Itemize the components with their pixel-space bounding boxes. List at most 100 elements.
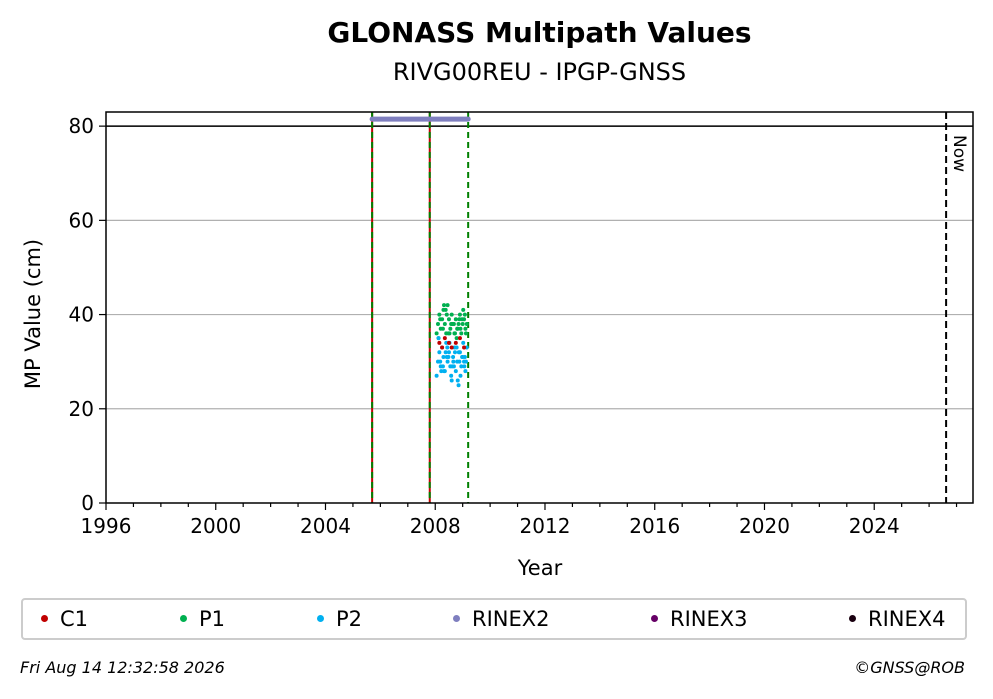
- point-p2: [451, 364, 456, 369]
- legend: C1 P1 P2 RINEX2 RINEX3 RINEX4: [21, 598, 967, 640]
- vertical-marker-lines: [371, 112, 948, 503]
- legend-label-rinex2: RINEX2: [472, 607, 550, 631]
- point-p2: [437, 350, 442, 355]
- point-p2: [457, 359, 462, 364]
- point-p2: [460, 354, 465, 359]
- legend-item-c1: C1: [41, 606, 88, 632]
- legend-marker-rinex3: [651, 614, 658, 622]
- point-p1: [454, 336, 459, 341]
- x-tick-label: 2016: [629, 514, 680, 538]
- chart-subtitle: RIVG00REU - IPGP-GNSS: [392, 58, 687, 86]
- point-p1: [461, 307, 466, 312]
- now-label: Now: [949, 135, 969, 172]
- y-tick-label: 60: [69, 208, 94, 232]
- legend-item-p1: P1: [180, 606, 225, 632]
- point-p1: [464, 321, 469, 326]
- point-p1: [445, 303, 450, 308]
- legend-label-p2: P2: [336, 607, 363, 631]
- point-p1: [457, 312, 462, 317]
- point-p1: [455, 326, 460, 331]
- x-tick-label: 2020: [739, 514, 790, 538]
- point-p1: [435, 321, 440, 326]
- point-p2: [443, 350, 448, 355]
- point-c1: [437, 340, 442, 345]
- point-c1: [440, 345, 445, 350]
- footer-copyright: ©GNSS@ROB: [854, 658, 965, 677]
- point-c1: [449, 345, 454, 350]
- legend-label-rinex3: RINEX3: [670, 607, 748, 631]
- point-p1: [460, 317, 465, 322]
- legend-label-c1: C1: [60, 607, 89, 631]
- point-p2: [449, 378, 454, 383]
- point-p2: [455, 378, 460, 383]
- point-p2: [463, 359, 468, 364]
- point-c1: [442, 336, 447, 341]
- point-p1: [434, 331, 439, 336]
- point-p2: [438, 359, 443, 364]
- y-tick-label: 0: [81, 491, 94, 515]
- point-c1: [457, 336, 462, 341]
- footer-timestamp: Fri Aug 14 12:32:58 2026: [20, 658, 225, 677]
- x-tick-label: 2012: [520, 514, 571, 538]
- legend-label-rinex4: RINEX4: [868, 607, 946, 631]
- point-p2: [462, 364, 467, 369]
- x-axis-label: Year: [517, 556, 563, 580]
- legend-item-p2: P2: [317, 606, 362, 632]
- y-axis-label: MP Value (cm): [21, 239, 45, 389]
- x-tick-label: 2024: [849, 514, 900, 538]
- point-p2: [440, 364, 445, 369]
- point-p1: [458, 326, 463, 331]
- point-p2: [451, 354, 456, 359]
- point-p1: [437, 312, 442, 317]
- point-p1: [443, 307, 448, 312]
- point-p1: [447, 331, 452, 336]
- legend-marker-rinex4: [849, 614, 856, 622]
- legend-marker-p1: [180, 614, 187, 622]
- point-c1: [462, 345, 467, 350]
- point-p1: [442, 321, 447, 326]
- point-p2: [445, 345, 450, 350]
- point-p1: [456, 321, 461, 326]
- point-p1: [444, 312, 449, 317]
- point-p2: [456, 383, 461, 388]
- data-points: [369, 116, 471, 388]
- y-tick-label: 80: [69, 114, 94, 138]
- x-tick-label: 1996: [81, 514, 132, 538]
- point-c1: [453, 340, 458, 345]
- point-p1: [452, 331, 457, 336]
- point-p2: [452, 350, 457, 355]
- point-p2: [459, 364, 464, 369]
- point-p2: [444, 340, 449, 345]
- point-p2: [441, 354, 446, 359]
- axis-ticks: 1996 2000 2004 2008 2012 2016 2020 2024 0 20 40 60 8…: [69, 114, 958, 538]
- point-p2: [453, 369, 458, 374]
- point-p1: [446, 317, 451, 322]
- point-p1: [463, 331, 468, 336]
- point-p2: [446, 350, 451, 355]
- point-c1: [446, 340, 451, 345]
- x-tick-label: 2000: [190, 514, 241, 538]
- y-tick-label: 40: [69, 303, 94, 327]
- point-p2: [445, 359, 450, 364]
- point-p2: [436, 336, 441, 341]
- point-p1: [457, 317, 462, 322]
- point-p2: [461, 340, 466, 345]
- legend-item-rinex2: RINEX2: [453, 606, 550, 632]
- plot-frame: [105, 111, 974, 504]
- legend-marker-p2: [317, 614, 324, 622]
- point-p1: [462, 312, 467, 317]
- point-p2: [463, 369, 468, 374]
- point-p1: [460, 321, 465, 326]
- point-p1: [463, 326, 468, 331]
- point-p1: [442, 303, 447, 308]
- chart-title: GLONASS Multipath Values: [327, 16, 752, 49]
- point-p1: [440, 326, 445, 331]
- point-p2: [446, 354, 451, 359]
- point-p2: [464, 345, 469, 350]
- legend-marker-c1: [41, 614, 48, 622]
- point-p1: [451, 321, 456, 326]
- point-p1: [448, 326, 453, 331]
- point-p2: [454, 345, 459, 350]
- x-tick-label: 2008: [410, 514, 461, 538]
